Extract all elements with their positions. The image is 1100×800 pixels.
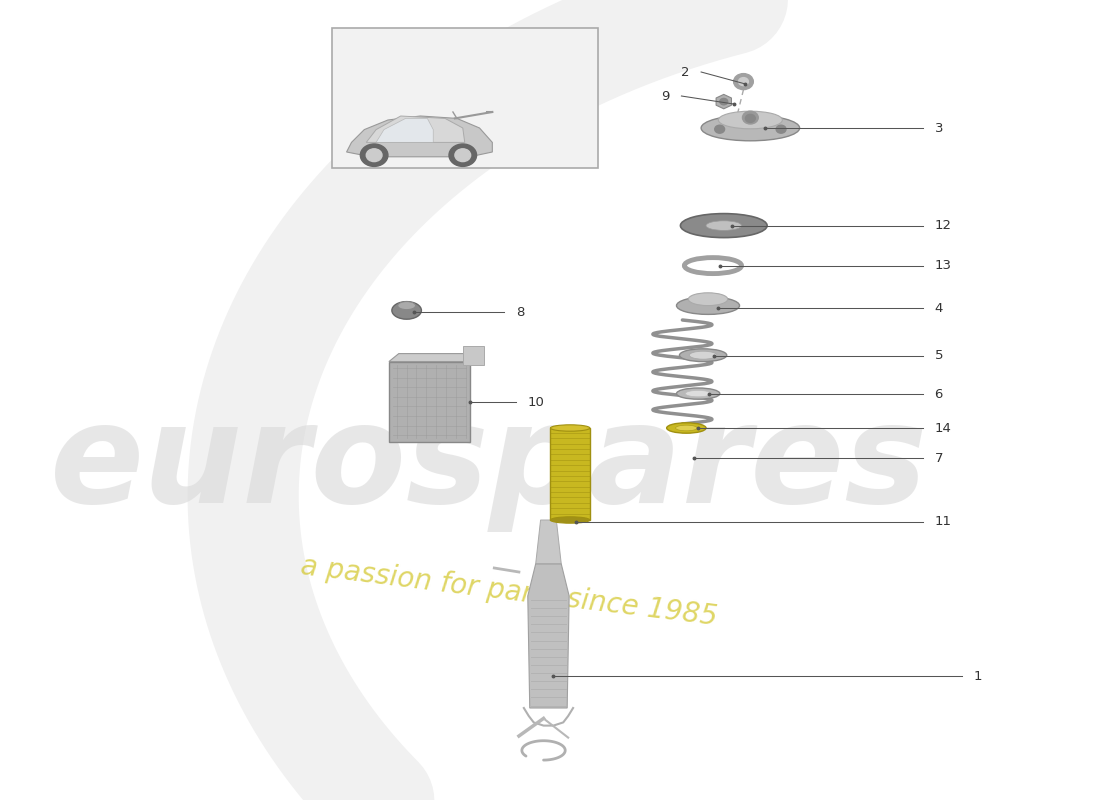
Text: 4: 4 [935, 302, 943, 314]
Ellipse shape [676, 388, 719, 399]
Text: 5: 5 [935, 350, 943, 362]
Ellipse shape [718, 111, 782, 129]
Ellipse shape [706, 221, 741, 230]
Circle shape [738, 78, 748, 86]
Text: a passion for parts since 1985: a passion for parts since 1985 [299, 553, 719, 631]
Text: eurospares: eurospares [51, 397, 928, 531]
Polygon shape [389, 354, 480, 362]
Ellipse shape [681, 214, 767, 238]
Text: 13: 13 [935, 259, 952, 272]
Circle shape [719, 98, 728, 105]
Text: 7: 7 [935, 452, 943, 465]
Ellipse shape [676, 297, 739, 314]
Polygon shape [366, 116, 464, 142]
Circle shape [455, 149, 471, 162]
Ellipse shape [701, 115, 800, 141]
Circle shape [746, 114, 756, 122]
Polygon shape [528, 564, 569, 708]
Polygon shape [536, 520, 561, 564]
Text: 11: 11 [935, 515, 952, 528]
Ellipse shape [550, 517, 590, 523]
Bar [332, 28, 597, 168]
Text: 10: 10 [528, 396, 544, 409]
Circle shape [742, 111, 758, 124]
Polygon shape [550, 428, 590, 520]
Text: 3: 3 [935, 122, 943, 134]
Polygon shape [389, 362, 470, 442]
Ellipse shape [550, 425, 590, 431]
Polygon shape [376, 118, 433, 142]
Text: 12: 12 [935, 219, 952, 232]
Ellipse shape [398, 302, 416, 310]
Circle shape [734, 74, 754, 90]
Ellipse shape [392, 302, 421, 319]
Text: 9: 9 [661, 90, 670, 102]
Ellipse shape [689, 293, 728, 306]
Ellipse shape [690, 351, 717, 359]
Ellipse shape [685, 390, 711, 397]
Text: 6: 6 [935, 388, 943, 401]
Circle shape [449, 144, 476, 166]
Circle shape [715, 125, 725, 133]
Circle shape [361, 144, 388, 166]
Ellipse shape [680, 349, 727, 362]
Circle shape [777, 125, 786, 133]
Polygon shape [346, 116, 493, 157]
Text: 1: 1 [974, 670, 982, 682]
Text: 2: 2 [681, 66, 690, 78]
FancyBboxPatch shape [463, 346, 484, 365]
Text: 14: 14 [935, 422, 952, 434]
Ellipse shape [675, 426, 697, 430]
Ellipse shape [667, 422, 706, 434]
Text: 8: 8 [516, 306, 525, 318]
Circle shape [366, 149, 382, 162]
